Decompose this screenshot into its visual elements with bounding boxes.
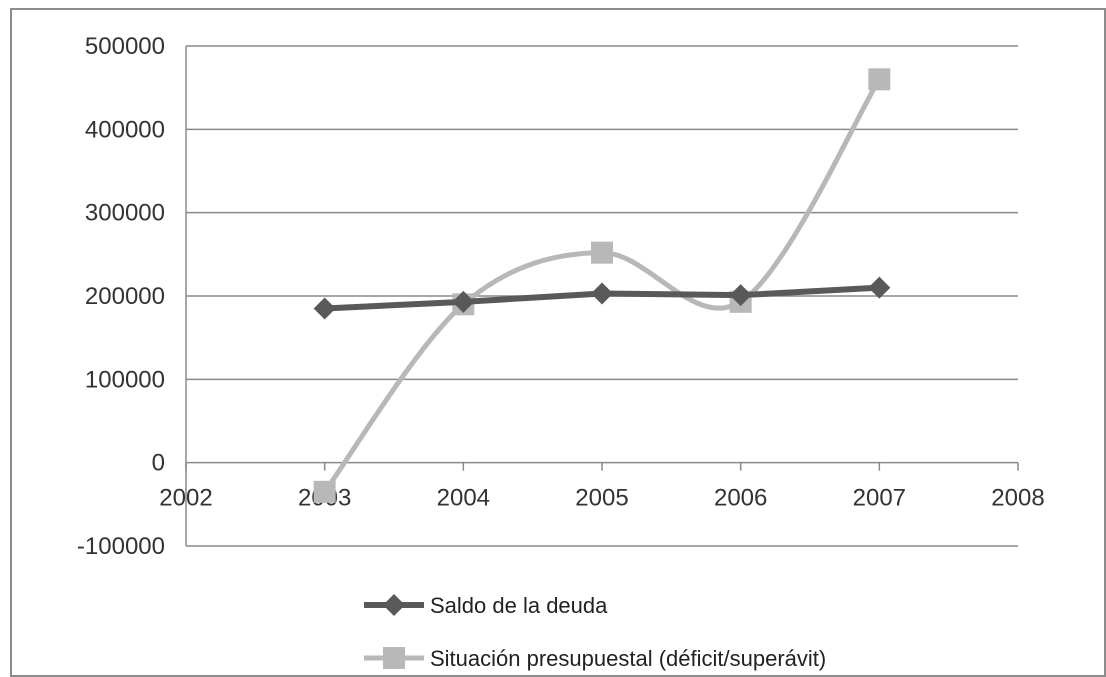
chart-frame: [10, 8, 1106, 677]
x-tick-label: 2005: [575, 485, 628, 512]
legend: Saldo de la deuda Situación presupuestal …: [364, 593, 826, 671]
series: [313, 68, 891, 503]
x-tick-label: 2008: [991, 485, 1044, 512]
data-point: [868, 68, 891, 91]
data-point: [729, 284, 752, 307]
y-tick-label: 500000: [85, 33, 165, 60]
y-tick-label: -100000: [77, 533, 165, 560]
legend-item: Situación presupuestal (déficit/superávi…: [364, 646, 826, 671]
x-axis-tick-labels: 2002200320042005200620072008: [159, 485, 1044, 512]
legend-label: Saldo de la deuda: [430, 593, 608, 618]
data-point: [313, 480, 336, 503]
x-tick-label: 2004: [437, 485, 490, 512]
legend-label: Situación presupuestal (déficit/superávi…: [430, 646, 826, 671]
legend-swatch-marker: [383, 647, 405, 669]
y-tick-label: 300000: [85, 200, 165, 227]
y-tick-label: 200000: [85, 283, 165, 310]
series-0: [313, 276, 891, 320]
x-tick-label: 2007: [853, 485, 906, 512]
x-tick-label: 2006: [714, 485, 767, 512]
x-tick-label: 2002: [159, 485, 212, 512]
y-axis-tick-labels: 500000 400000 300000 200000 100000 0 -100000: [77, 33, 165, 560]
data-point: [868, 276, 891, 299]
data-point: [313, 297, 336, 320]
y-tick-label: 0: [152, 450, 165, 477]
legend-swatch-marker: [383, 594, 405, 616]
data-point: [591, 241, 613, 264]
axes: [185, 46, 1019, 546]
data-point: [452, 290, 475, 313]
gridlines: [186, 45, 1018, 547]
data-point: [591, 282, 613, 305]
legend-item: Saldo de la deuda: [364, 593, 608, 618]
y-tick-label: 400000: [85, 116, 165, 143]
y-tick-label: 100000: [85, 366, 165, 393]
